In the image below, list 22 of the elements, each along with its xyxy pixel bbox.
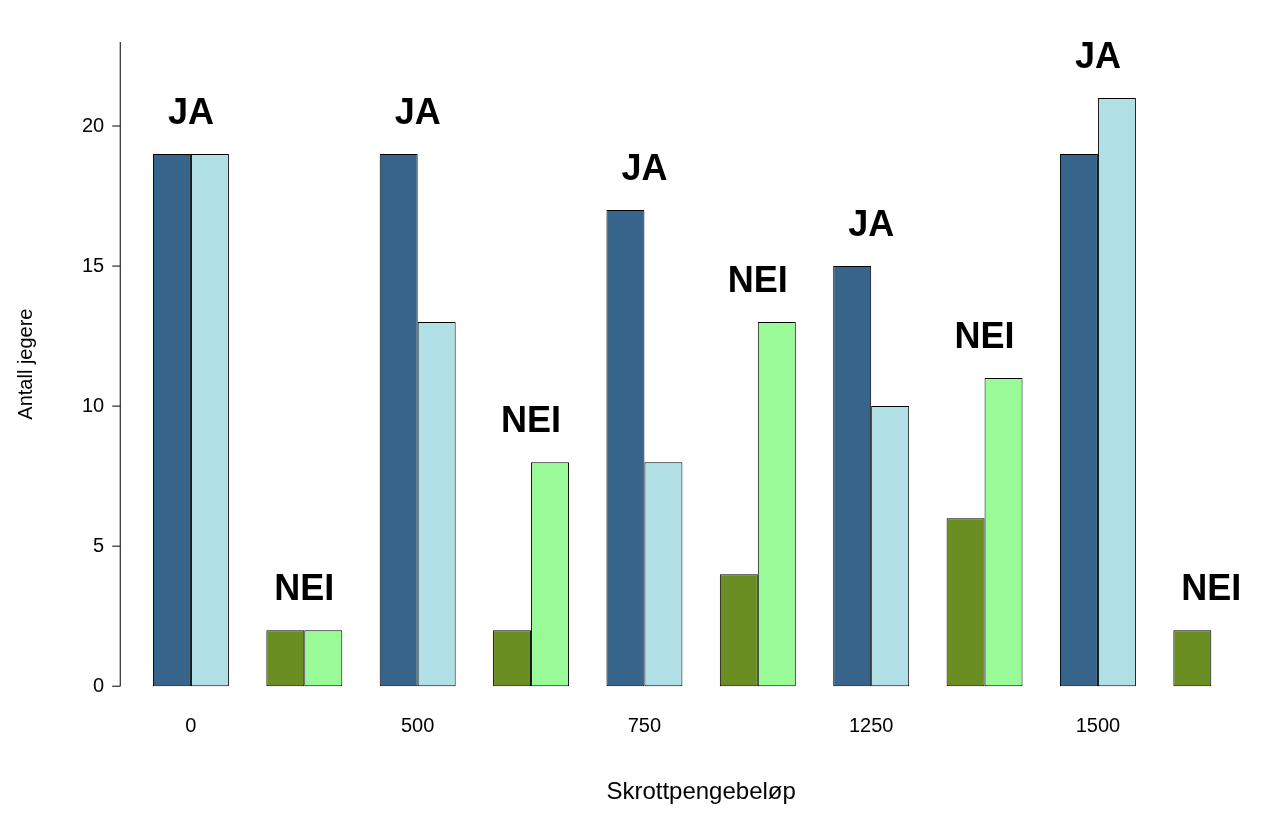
x-tick-label: 750 (627, 713, 662, 736)
x-axis-title: Skrottpengebeløp (606, 777, 796, 805)
annotation: NEI (1181, 567, 1242, 609)
y-axis-title: Antall jegere (13, 308, 36, 420)
annotation: JA (621, 146, 668, 188)
x-tick-label: 1250 (848, 713, 894, 736)
annotation: JA (1074, 34, 1121, 76)
y-tick-label: 5 (93, 533, 105, 556)
y-tick-label: 10 (82, 393, 105, 416)
annotation: NEI (274, 567, 335, 609)
y-tick-label: 15 (82, 253, 105, 276)
x-tick-label: 500 (401, 713, 435, 736)
x-tick-label: 1500 (1075, 713, 1121, 736)
annotation: NEI (954, 315, 1015, 357)
y-tick-label: 0 (93, 673, 105, 696)
annotation: NEI (501, 399, 562, 441)
annotation: NEI (727, 259, 788, 301)
annotation: JA (848, 202, 895, 244)
x-tick-label: 0 (185, 713, 197, 736)
annotation: JA (394, 90, 441, 132)
y-tick-label: 20 (82, 113, 105, 136)
annotation: JA (167, 90, 214, 132)
